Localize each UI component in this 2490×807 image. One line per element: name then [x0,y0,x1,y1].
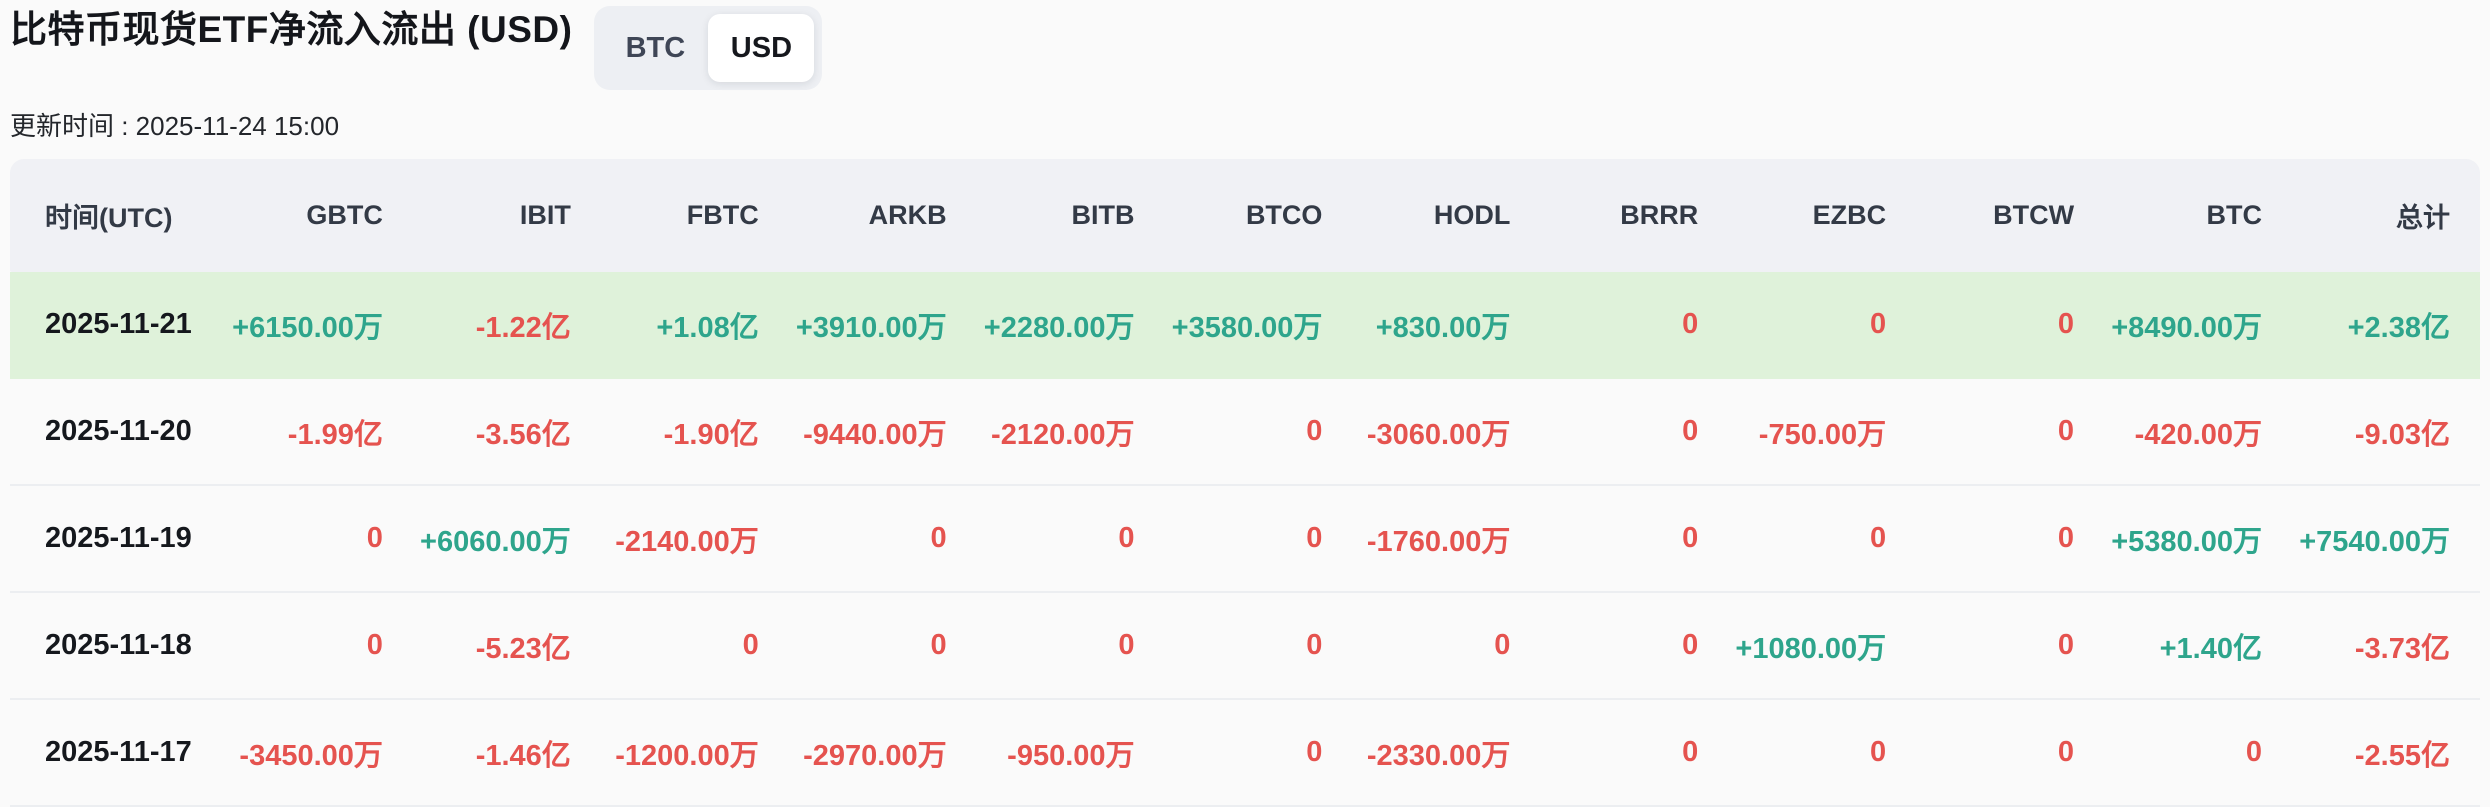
flow-cell: -2120.00万 [976,379,1165,486]
date-cell: 2025-11-19 [10,486,225,593]
flow-cell: 0 [2104,700,2292,807]
updated-time: 更新时间 : 2025-11-24 15:00 [10,111,340,141]
flow-cell: 0 [1916,486,2105,593]
column-header-hodl: HODL [1352,159,1541,272]
flow-cell: +1.40亿 [2104,593,2292,700]
table-header: 时间(UTC) GBTC IBIT FBTC ARKB BITB BTCO HODL BRRR E… [10,159,2480,272]
etf-flow-table: 时间(UTC) GBTC IBIT FBTC ARKB BITB BTCO HODL BRRR E… [10,159,2480,807]
flow-cell: -3060.00万 [1352,379,1541,486]
flow-cell: -1200.00万 [600,700,789,807]
flow-cell: 0 [1352,593,1541,700]
flow-cell: 0 [976,486,1165,593]
column-header-bitb: BITB [976,159,1165,272]
flow-cell: 0 [1164,379,1353,486]
date-cell: 2025-11-18 [10,593,225,700]
flow-cell: 0 [225,593,413,700]
flow-cell: 0 [1540,700,1729,807]
column-header-总计: 总计 [2291,159,2480,272]
flow-cell: +8490.00万 [2104,272,2292,379]
flow-cell: -3.73亿 [2291,593,2480,700]
flow-cell: -5.23亿 [412,593,601,700]
flow-cell: 0 [1916,379,2105,486]
flow-cell: -9440.00万 [788,379,977,486]
column-header-brrr: BRRR [1540,159,1729,272]
date-cell: 2025-11-21 [10,272,225,379]
flow-cell: -2330.00万 [1352,700,1541,807]
flow-cell: -1.90亿 [600,379,789,486]
column-header-btcw: BTCW [1916,159,2105,272]
flow-cell: -1.99亿 [225,379,413,486]
flow-cell: -2140.00万 [600,486,789,593]
toggle-option-btc[interactable]: BTC [602,14,708,82]
header-row: 时间(UTC) GBTC IBIT FBTC ARKB BITB BTCO HODL BRRR E… [10,159,2480,272]
page-title: 比特币现货ETF净流入流出 (USD) [10,9,573,50]
flow-cell: +2280.00万 [976,272,1165,379]
table-row[interactable]: 2025-11-21 +6150.00万 -1.22亿 +1.08亿 +3910.00万… [10,272,2480,379]
currency-toggle[interactable]: BTC USD [594,6,823,90]
flow-cell: 0 [225,486,413,593]
flow-cell: 0 [1540,379,1729,486]
flow-cell: +6060.00万 [412,486,601,593]
flow-cell: -3450.00万 [225,700,413,807]
flow-cell: 0 [1916,272,2105,379]
flow-cell: -750.00万 [1728,379,1917,486]
flow-cell: 0 [1728,700,1917,807]
flow-cell: 0 [600,593,789,700]
table-row[interactable]: 2025-11-17 -3450.00万 -1.46亿 -1200.00万 -2970.… [10,700,2480,807]
flow-cell: 0 [1540,593,1729,700]
flow-cell: -3.56亿 [412,379,601,486]
flow-cell: -1760.00万 [1352,486,1541,593]
flow-cell: 0 [788,486,977,593]
flow-cell: 0 [1728,486,1917,593]
toggle-option-usd[interactable]: USD [708,14,815,82]
flow-cell: +5380.00万 [2104,486,2292,593]
flow-cell: +2.38亿 [2291,272,2480,379]
flow-cell: -9.03亿 [2291,379,2480,486]
flow-cell: +3580.00万 [1164,272,1353,379]
date-cell: 2025-11-20 [10,379,225,486]
flow-cell: 0 [1540,486,1729,593]
column-header-fbtc: FBTC [600,159,789,272]
flow-cell: -950.00万 [976,700,1165,807]
column-header-time: 时间(UTC) [10,159,225,272]
date-cell: 2025-11-17 [10,700,225,807]
flow-cell: 0 [1916,593,2105,700]
flow-cell: +7540.00万 [2291,486,2480,593]
flow-cell: 0 [1540,272,1729,379]
flow-cell: -2970.00万 [788,700,977,807]
flow-cell: -1.22亿 [412,272,601,379]
flow-cell: -2.55亿 [2291,700,2480,807]
column-header-ibit: IBIT [412,159,601,272]
flow-cell: 0 [1164,593,1353,700]
flow-cell: -420.00万 [2104,379,2292,486]
panel-header: 比特币现货ETF净流入流出 (USD) BTC USD [10,6,2480,90]
flow-cell: 0 [1916,700,2105,807]
flow-cell: 0 [976,593,1165,700]
table-row[interactable]: 2025-11-20 -1.99亿 -3.56亿 -1.90亿 -9440.00万 -21… [10,379,2480,486]
flow-cell: 0 [1164,486,1353,593]
flow-cell: +6150.00万 [225,272,413,379]
flow-cell: +830.00万 [1352,272,1541,379]
flow-cell: 0 [1728,272,1917,379]
column-header-btc: BTC [2104,159,2292,272]
table-row[interactable]: 2025-11-19 0 +6060.00万 -2140.00万 0 0 0 -1760.00… [10,486,2480,593]
column-header-ezbc: EZBC [1728,159,1917,272]
column-header-btco: BTCO [1164,159,1353,272]
flow-cell: 0 [1164,700,1353,807]
column-header-arkb: ARKB [788,159,977,272]
column-header-gbtc: GBTC [225,159,413,272]
flow-cell: +1080.00万 [1728,593,1917,700]
table-row[interactable]: 2025-11-18 0 -5.23亿 0 0 0 0 0 0 +1080.00万 0 +1.40亿 -… [10,593,2480,700]
table-body: 2025-11-21 +6150.00万 -1.22亿 +1.08亿 +3910.00万… [10,272,2480,807]
flow-cell: 0 [788,593,977,700]
flow-cell: +3910.00万 [788,272,977,379]
flow-cell: +1.08亿 [600,272,789,379]
flow-cell: -1.46亿 [412,700,601,807]
